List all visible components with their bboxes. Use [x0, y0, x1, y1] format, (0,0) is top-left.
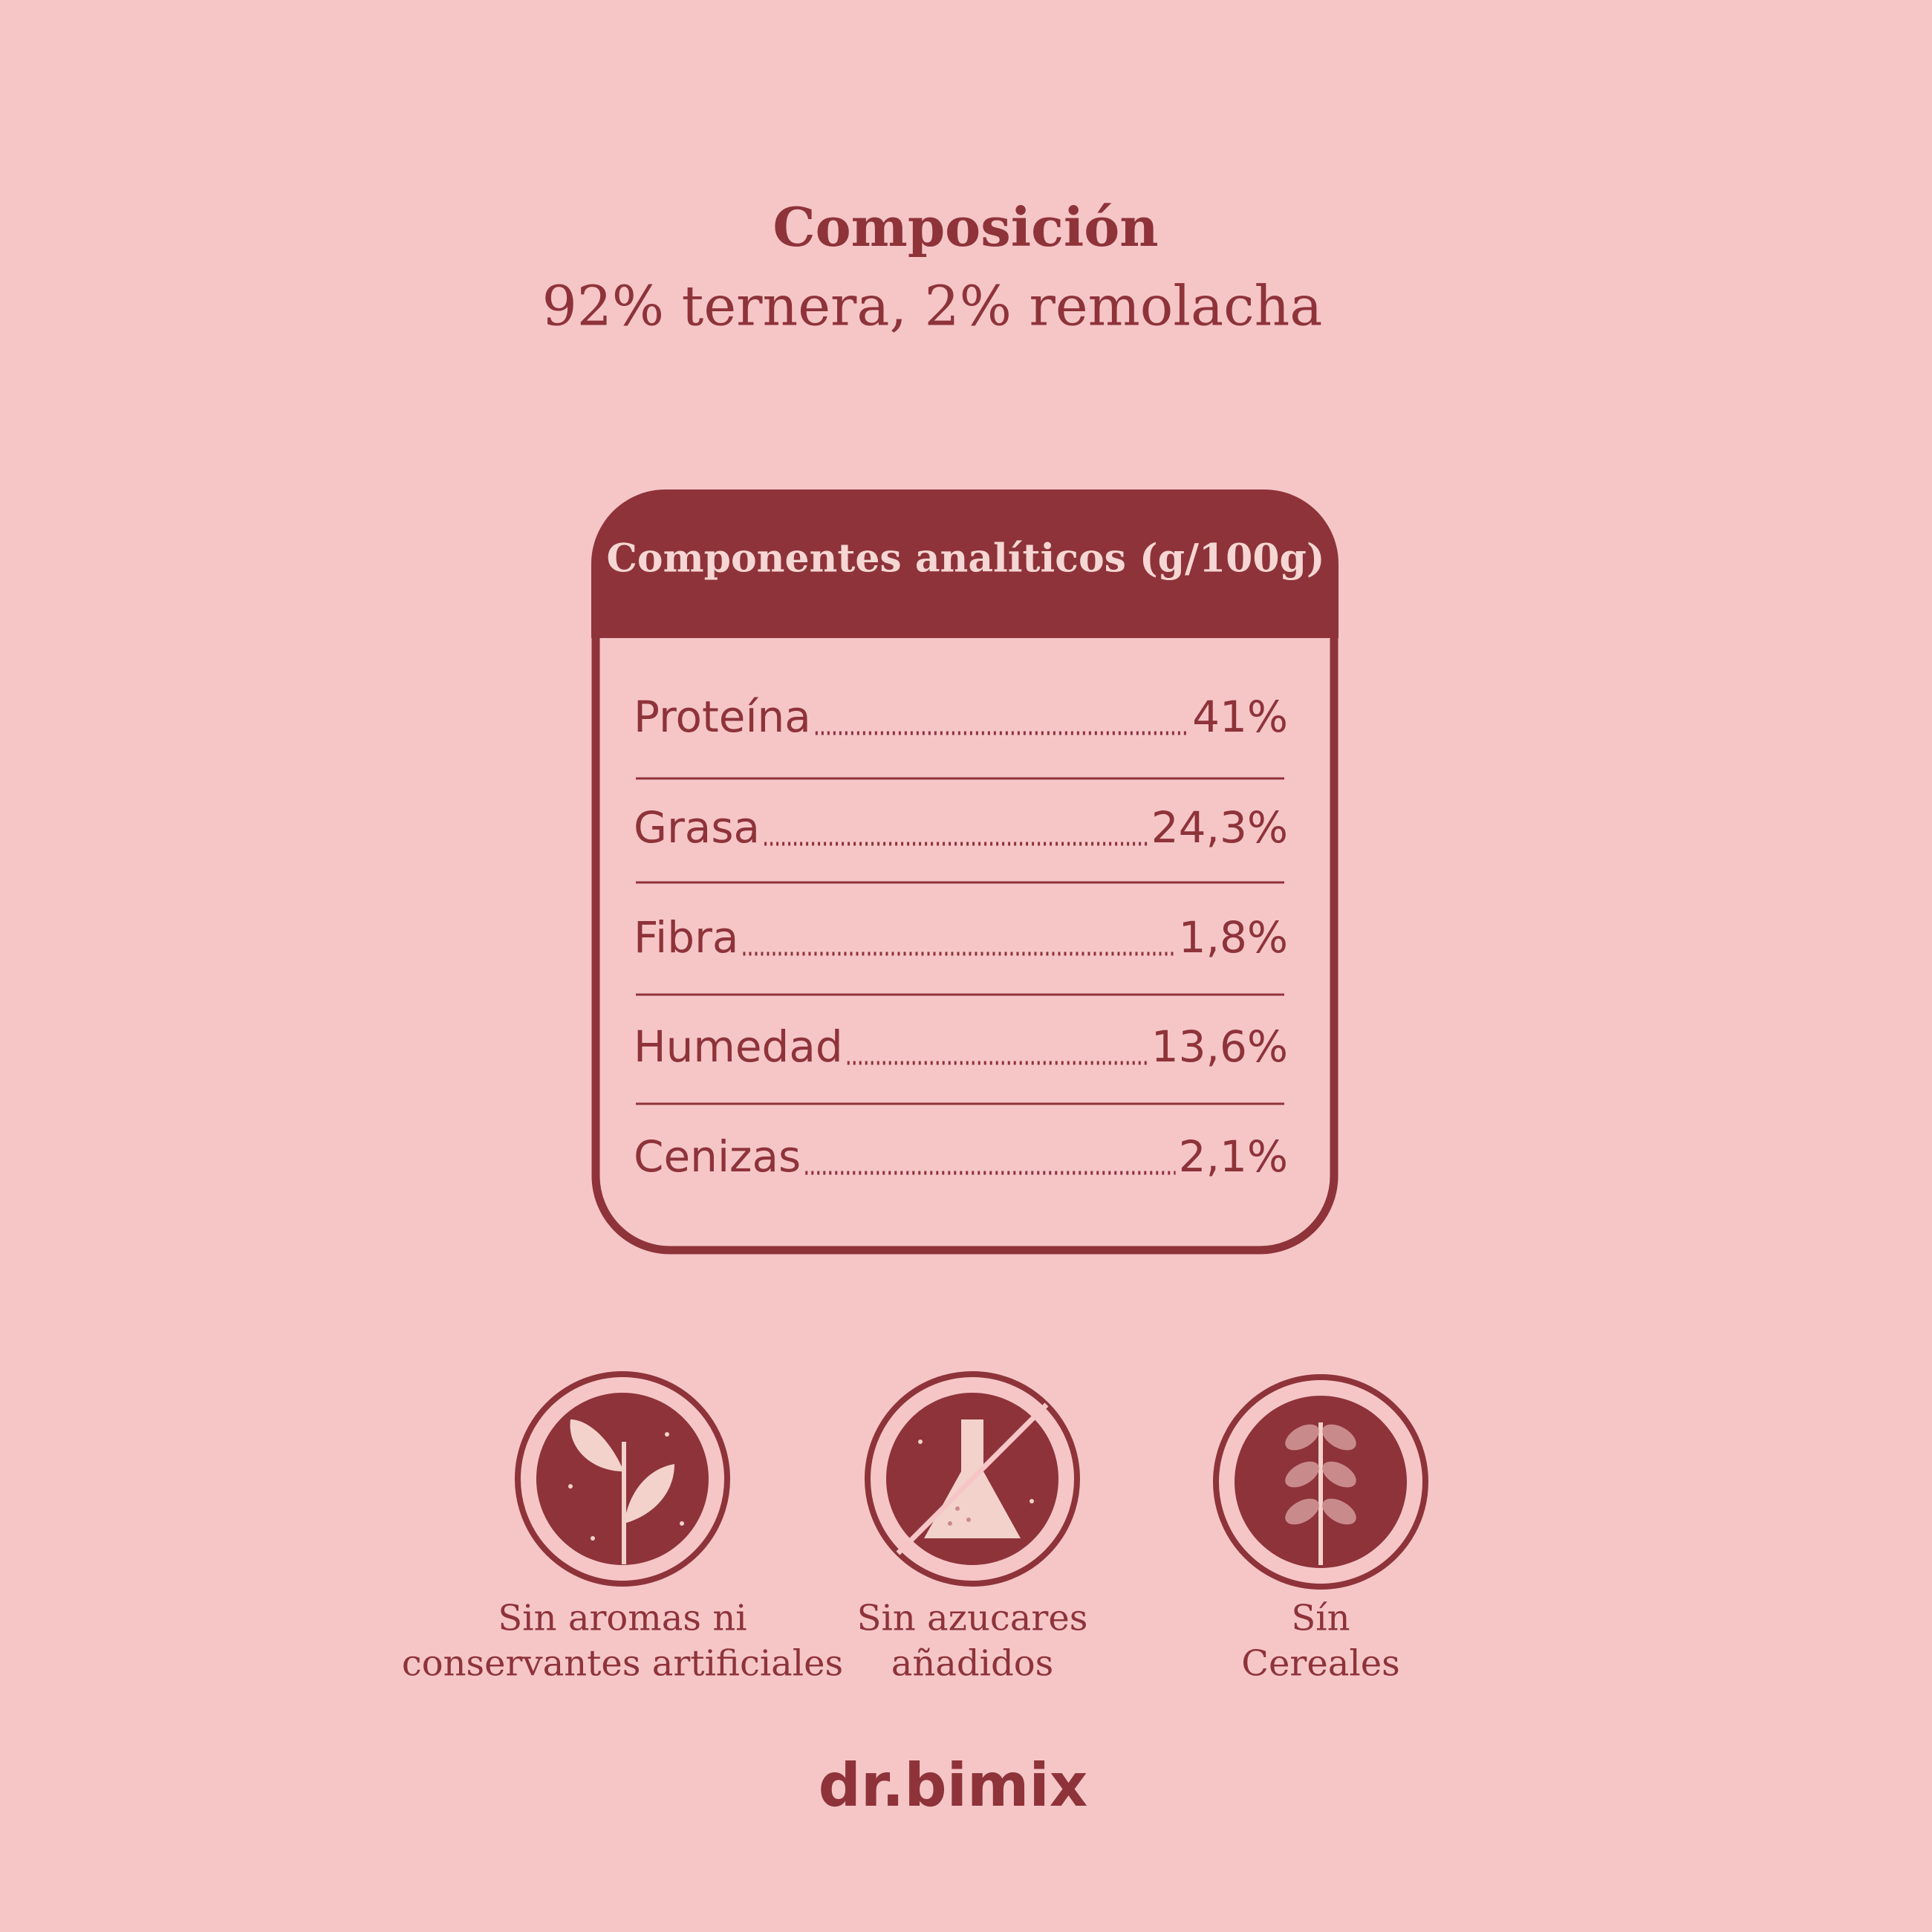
badge-label: Cereales — [1241, 1643, 1400, 1685]
row-label: Proteína — [634, 692, 811, 742]
card-title: Componentes analíticos (g/100g) — [607, 536, 1325, 582]
badge-icon-flask — [865, 1371, 1080, 1587]
row-value: 2,1% — [1179, 1131, 1288, 1182]
badge-label: Sín — [1291, 1598, 1350, 1639]
row-label: Fibra — [634, 912, 738, 963]
rows: Proteína 41% Grasa 24,3% Fibra 1,8% Humedad 13,… — [634, 692, 1288, 1182]
badge-label: conservantes artificiales — [402, 1643, 843, 1685]
row-value: 24,3% — [1151, 802, 1288, 853]
row-value: 41% — [1192, 692, 1288, 742]
subtitle: 92% ternera, 2% remolacha — [542, 274, 1323, 338]
badge-icon-wheat — [1213, 1374, 1428, 1590]
row-value: 13,6% — [1151, 1021, 1288, 1072]
badge-label: Sin aromas ni — [498, 1598, 747, 1639]
badge-label: añadidos — [891, 1643, 1053, 1685]
row-label: Cenizas — [634, 1131, 801, 1182]
row-value: 1,8% — [1179, 912, 1288, 963]
card-header — [591, 489, 1339, 638]
badge-icon-leaf — [515, 1371, 730, 1587]
row-label: Humedad — [634, 1021, 843, 1072]
row-label: Grasa — [634, 802, 760, 853]
badge-label: Sin azucares — [857, 1598, 1088, 1639]
brand-logo: dr.bimix — [819, 1751, 1088, 1820]
title: Composición — [773, 195, 1158, 258]
